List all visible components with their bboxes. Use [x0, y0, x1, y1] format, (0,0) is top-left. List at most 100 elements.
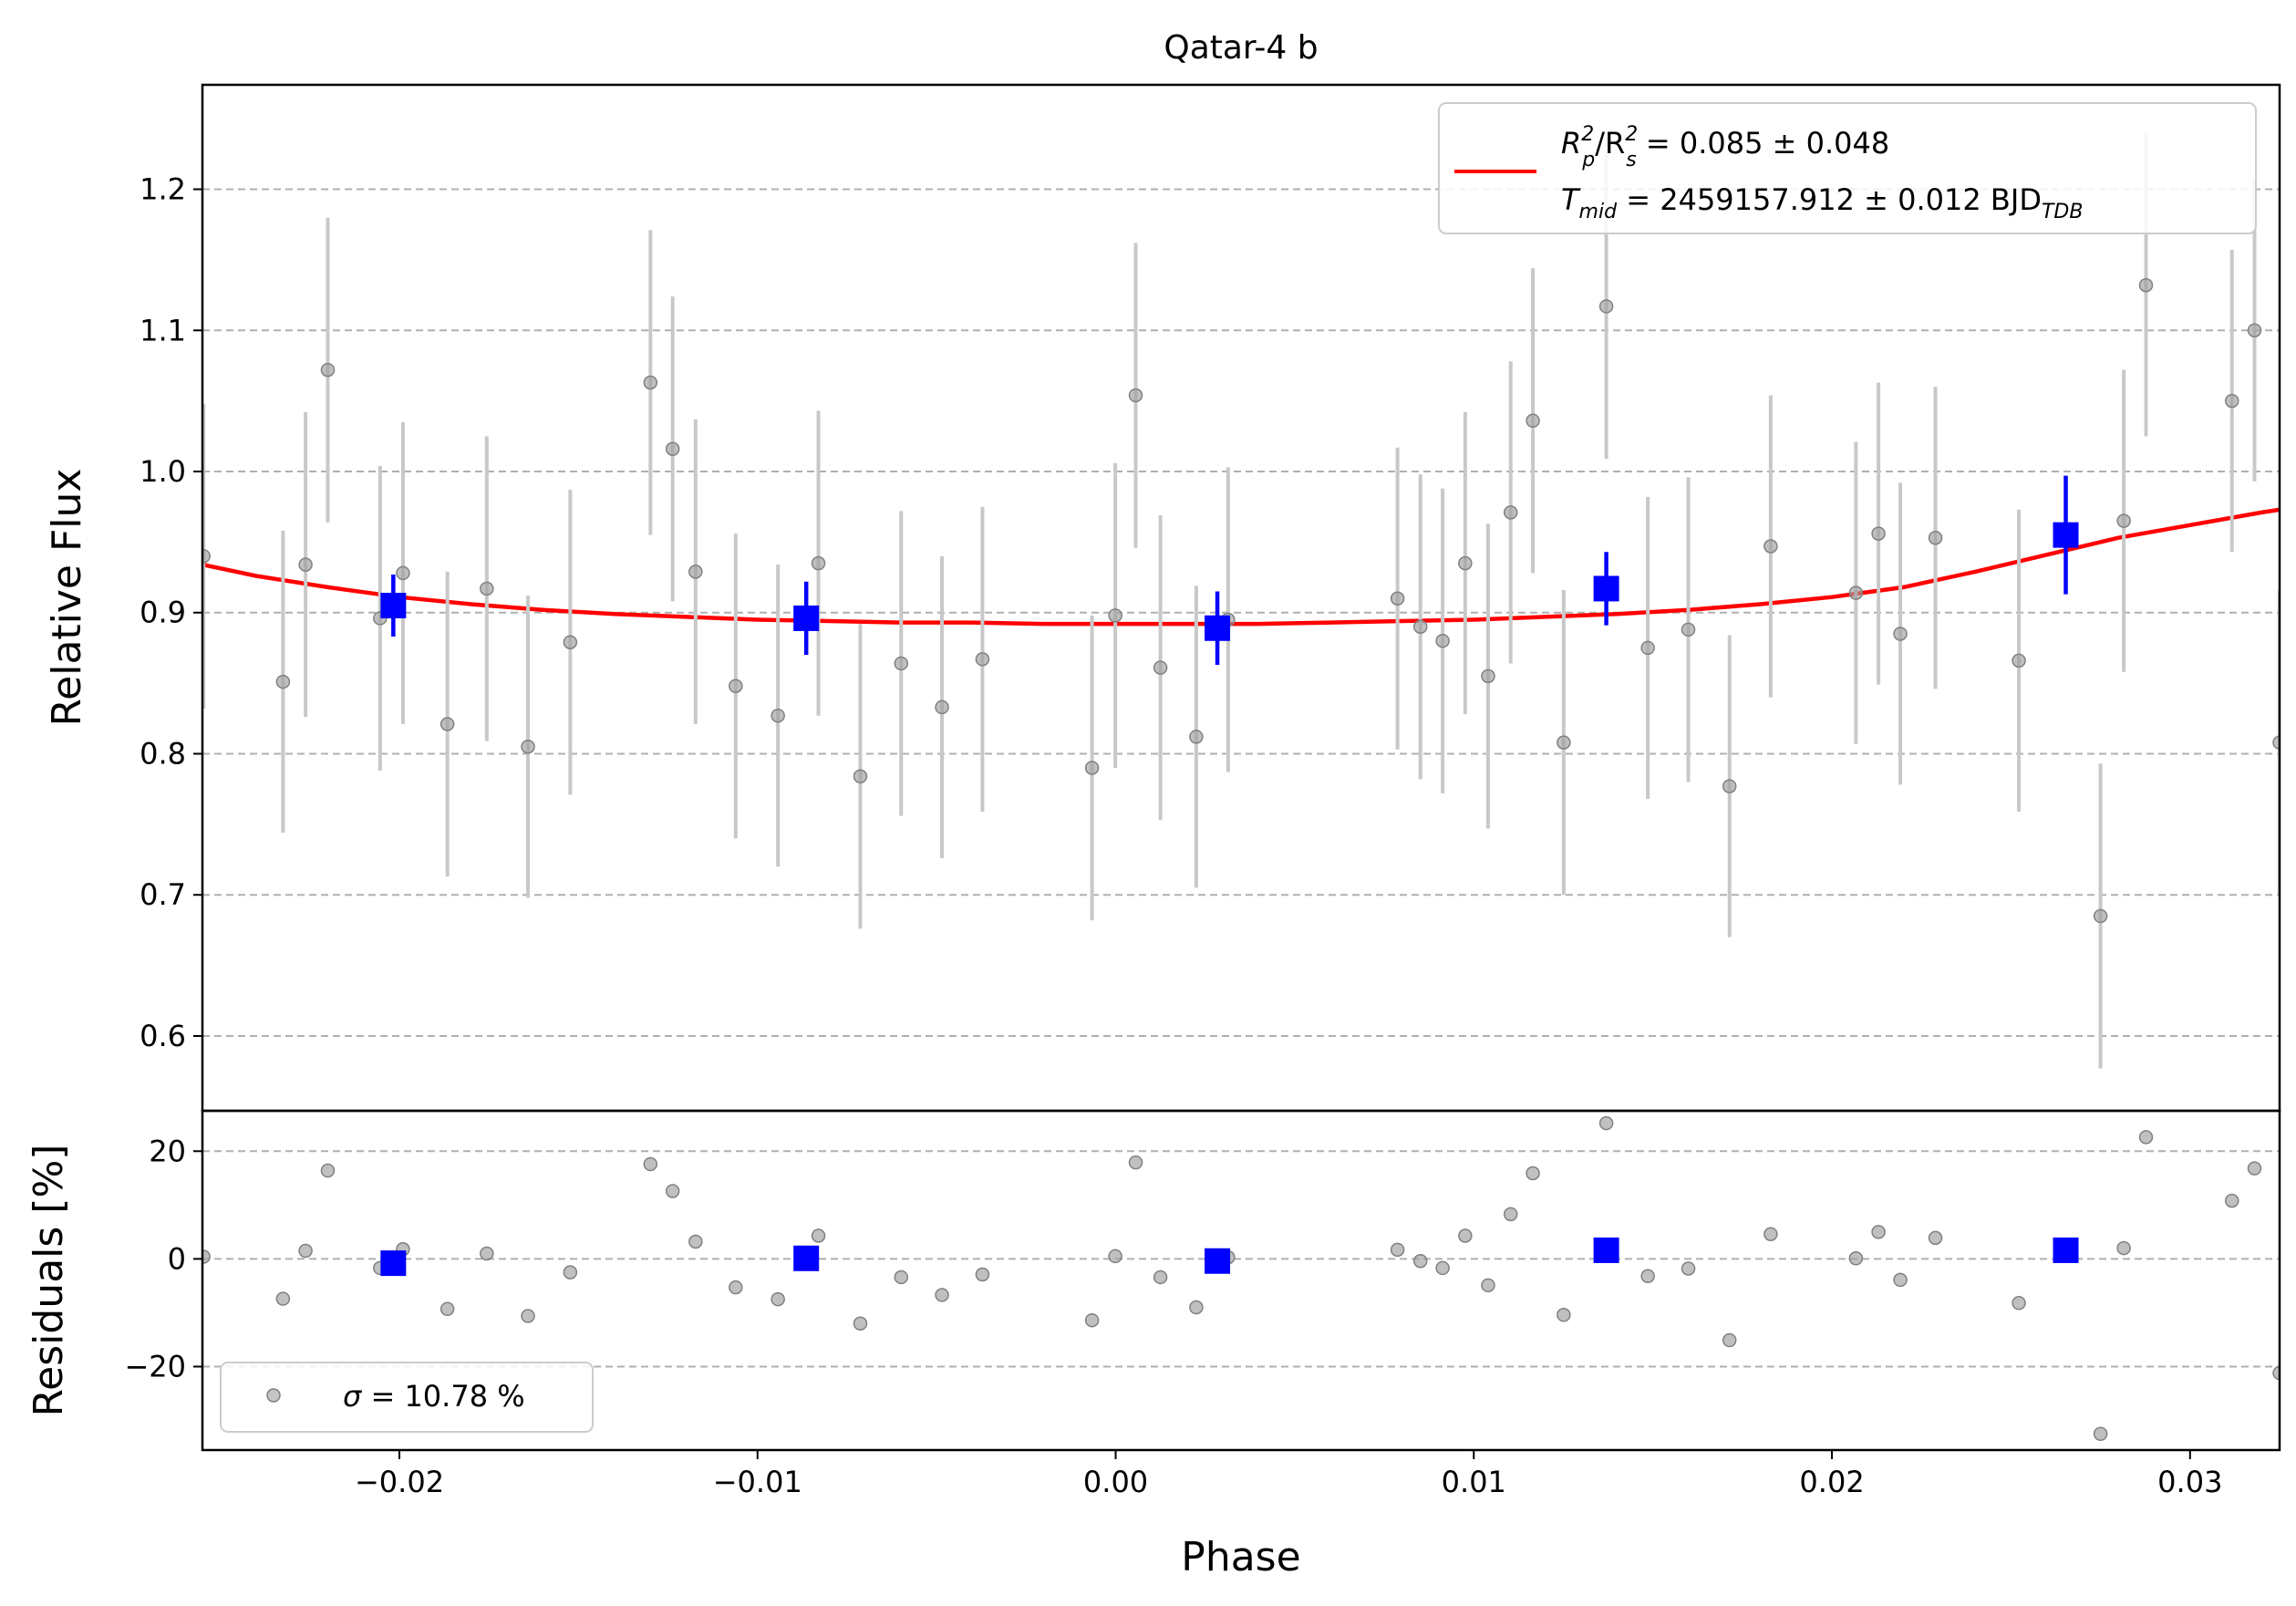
residual-point	[853, 1316, 868, 1331]
raw-data-point	[1153, 660, 1168, 675]
residual-point	[894, 1269, 909, 1285]
raw-data-point	[2225, 393, 2239, 409]
raw-data-point	[2116, 513, 2131, 528]
bottom-y-tick-label: −20	[124, 1349, 186, 1383]
bottom-panel-frame	[201, 1109, 2281, 1452]
residual-point	[1722, 1332, 1737, 1348]
bottom-y-ticks: −20 0 20	[124, 1134, 202, 1383]
residual-point	[2093, 1426, 2108, 1442]
raw-data-point	[1084, 761, 1100, 775]
residual-point	[1598, 1115, 1614, 1131]
top-y-tick-label: 1.2	[140, 172, 186, 207]
raw-data-point	[2138, 277, 2154, 293]
residual-legend-marker	[266, 1388, 281, 1403]
top-y-ticks: 0.6 0.7 0.8 0.9 1.0 1.1 1.2	[140, 172, 202, 1053]
top-y-tick-label: 1.1	[140, 313, 186, 347]
residual-legend: σ = 10.78 %	[220, 1362, 594, 1433]
residual-point	[521, 1309, 535, 1323]
residual-point	[771, 1291, 785, 1307]
residual-point	[811, 1228, 826, 1243]
residual-point	[1557, 1308, 1571, 1322]
residual-point	[665, 1184, 680, 1198]
residual-point	[1153, 1269, 1168, 1285]
binned-data-point	[380, 593, 407, 619]
raw-data-point	[894, 656, 909, 671]
raw-data-point	[1481, 668, 1495, 684]
top-gridlines	[202, 188, 2280, 1037]
raw-data-point	[1390, 591, 1405, 606]
top-panel-frame	[201, 83, 2281, 1113]
top-y-tick-label: 0.7	[140, 877, 186, 912]
raw-data-point	[1189, 730, 1204, 744]
top-y-tick-label: 0.8	[140, 736, 186, 771]
residual-point	[2012, 1296, 2026, 1311]
residual-binned-layer	[380, 1237, 2079, 1277]
residual-point	[1128, 1155, 1143, 1170]
binned-data-layer	[380, 475, 2079, 666]
raw-data-point	[1435, 633, 1450, 648]
residual-point	[1763, 1227, 1778, 1241]
raw-data-point	[1557, 735, 1571, 750]
x-tick-label: 0.01	[1442, 1465, 1506, 1499]
binned-residual-point	[2053, 1237, 2079, 1263]
residual-point	[2247, 1161, 2262, 1176]
residual-point	[1893, 1272, 1908, 1288]
residual-point	[1848, 1251, 1864, 1266]
raw-data-point	[688, 565, 703, 579]
top-y-tick-label: 0.6	[140, 1019, 186, 1053]
residual-point	[440, 1301, 455, 1317]
residual-point	[1084, 1312, 1100, 1328]
raw-data-point	[1681, 622, 1696, 637]
raw-data-point	[480, 581, 494, 596]
residual-point	[480, 1246, 494, 1261]
bottom-y-tick-label: 0	[168, 1241, 186, 1276]
raw-data-point	[1722, 779, 1737, 793]
residual-point	[1108, 1249, 1122, 1264]
residual-point	[563, 1265, 578, 1280]
raw-data-point	[1503, 505, 1518, 520]
raw-data-point	[2247, 323, 2262, 338]
model-layer	[202, 507, 2280, 627]
bottom-y-axis-label: Residuals [%]	[26, 1145, 72, 1417]
bottom-gridlines	[202, 1150, 2280, 1368]
raw-data-point	[1598, 299, 1614, 314]
residual-point	[1928, 1230, 1943, 1246]
residual-legend-text: σ = 10.78 %	[343, 1379, 525, 1414]
residual-point	[1681, 1261, 1696, 1276]
raw-data-point	[1871, 526, 1886, 541]
binned-data-point	[1205, 615, 1231, 641]
residual-point	[275, 1291, 291, 1306]
raw-data-point	[1458, 555, 1473, 571]
raw-data-point	[771, 708, 785, 723]
radius-ratio-legend-text: R2 p/R2 s = 0.085 ± 0.048	[1561, 123, 1889, 171]
binned-data-point	[793, 605, 820, 631]
binned-residual-point	[1593, 1237, 1619, 1263]
residual-point	[975, 1267, 990, 1282]
top-y-tick-label: 0.9	[140, 596, 186, 630]
raw-data-point	[2272, 735, 2280, 750]
residual-point	[1481, 1278, 1495, 1293]
raw-data-point	[935, 699, 949, 715]
residual-point	[1871, 1225, 1886, 1239]
fit-legend-box	[1438, 102, 2257, 234]
raw-data-point	[1763, 539, 1778, 554]
fit-legend: R2 p/R2 s = 0.085 ± 0.048 Tmid = 2459157.9…	[1438, 102, 2257, 234]
residual-legend-box	[220, 1362, 594, 1433]
top-y-axis-label: Relative Flux	[44, 469, 90, 727]
residual-point	[2116, 1240, 2131, 1256]
raw-data-point	[1848, 585, 1864, 600]
residual-point	[643, 1156, 658, 1172]
raw-data-point	[1413, 619, 1428, 634]
raw-data-point	[1108, 608, 1122, 623]
raw-data-point	[975, 652, 990, 667]
transit-model-curve	[202, 507, 2280, 627]
raw-data-point	[1893, 627, 1908, 641]
raw-data-point	[1525, 413, 1540, 429]
x-tick-label: −0.02	[355, 1465, 444, 1499]
residual-point	[1390, 1242, 1405, 1258]
bottom-y-tick-label: 20	[149, 1134, 186, 1168]
residual-point	[2225, 1193, 2239, 1208]
raw-data-layer	[202, 134, 2280, 1069]
x-tick-label: 0.02	[1799, 1465, 1864, 1499]
